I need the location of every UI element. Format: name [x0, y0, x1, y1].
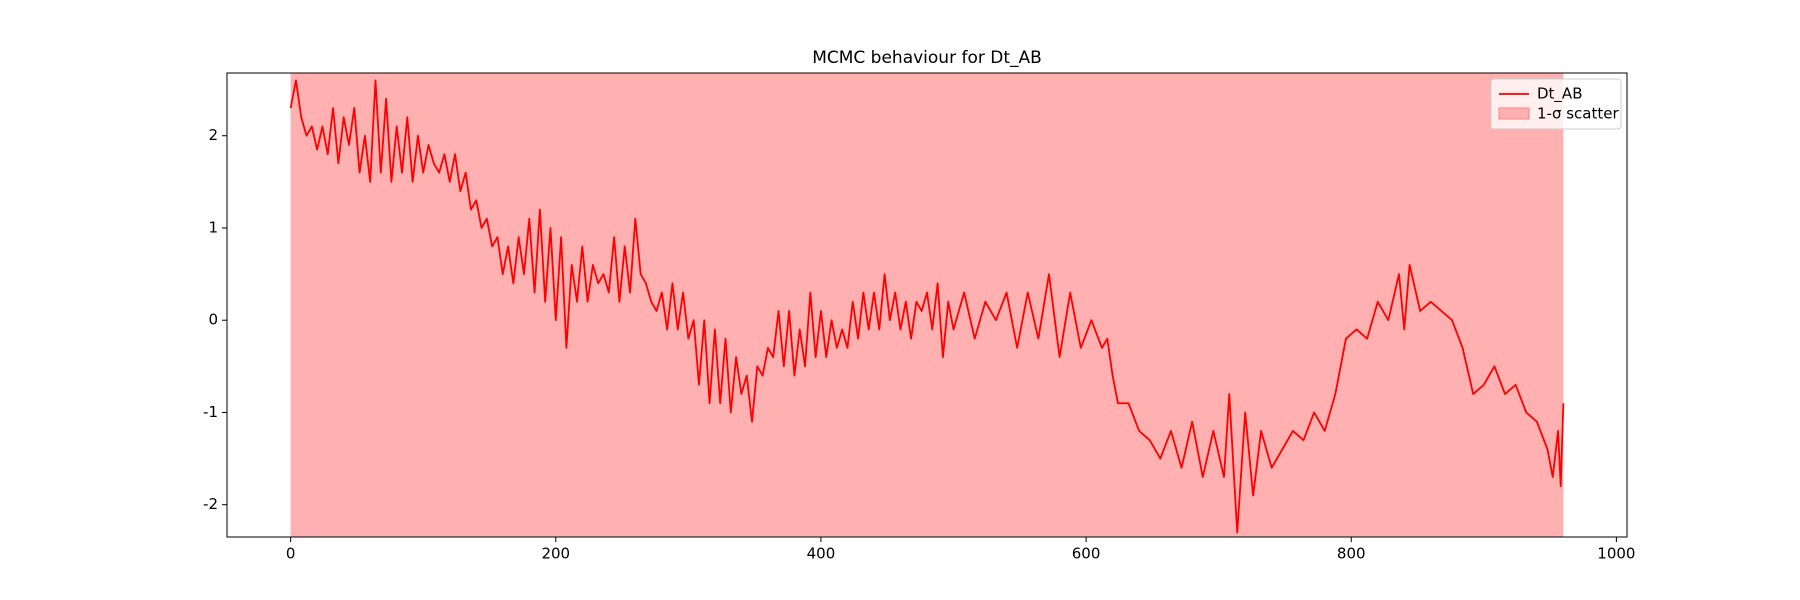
y-tick-label: -1: [203, 403, 218, 421]
x-tick-label: 600: [1072, 545, 1101, 563]
scatter-band: [290, 73, 1564, 537]
data-line: [289, 79, 1565, 534]
legend-patch: [1498, 107, 1530, 120]
x-tick-label: 0: [286, 545, 296, 563]
y-tick-label: -2: [203, 495, 218, 513]
x-tick-label: 200: [541, 545, 570, 563]
legend-label: 1-σ scatter: [1537, 105, 1619, 123]
chart-title: MCMC behaviour for Dt_AB: [812, 48, 1042, 68]
y-tick-label: 2: [208, 126, 218, 144]
legend-label: Dt_AB: [1537, 85, 1582, 104]
x-tick-label: 800: [1337, 545, 1366, 563]
y-tick-label: 0: [208, 311, 218, 329]
plot-area: [289, 79, 1565, 534]
y-tick-label: 1: [208, 218, 218, 236]
axes-frame: [226, 72, 1628, 538]
x-tick-label: 1000: [1597, 545, 1635, 563]
x-tick-label: 400: [807, 545, 836, 563]
